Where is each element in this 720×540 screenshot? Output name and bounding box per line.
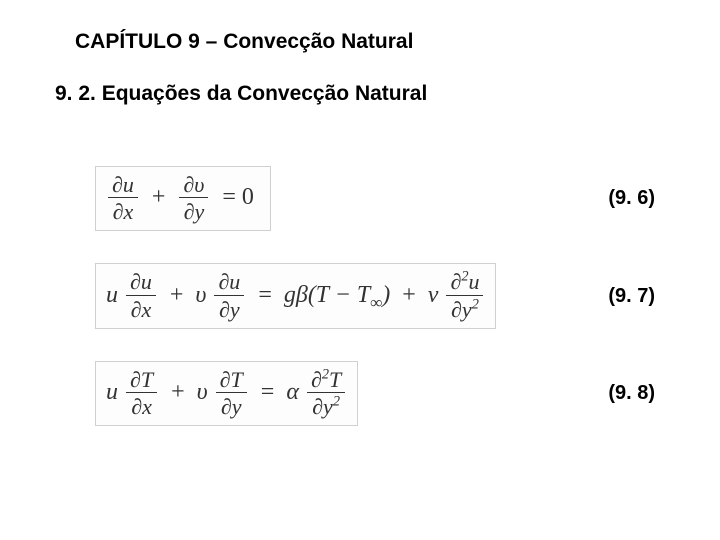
var-alpha: α <box>286 379 299 405</box>
fraction: ∂T ∂x <box>126 368 157 419</box>
frac-den: ∂x <box>108 198 138 224</box>
plus-operator: + <box>164 282 190 308</box>
fraction: ∂u ∂x <box>108 173 138 224</box>
chapter-title: CAPÍTULO 9 – Convecção Natural <box>75 30 665 54</box>
partial-y: ∂y <box>451 297 472 322</box>
frac-den: ∂y <box>214 296 244 322</box>
frac-den: ∂y2 <box>446 296 483 322</box>
equations-block: ∂u ∂x + ∂υ ∂y = 0 (9. 6) u <box>55 166 665 426</box>
equation-row: ∂u ∂x + ∂υ ∂y = 0 (9. 6) <box>95 166 655 231</box>
frac-den: ∂x <box>126 296 156 322</box>
frac-num: ∂T <box>126 368 157 393</box>
superscript: 2 <box>472 296 479 312</box>
superscript: 2 <box>333 394 340 410</box>
frac-num: ∂υ <box>179 173 208 198</box>
superscript: 2 <box>322 366 329 382</box>
fraction: ∂u ∂y <box>214 270 244 321</box>
frac-num: ∂u <box>214 270 244 295</box>
page: CAPÍTULO 9 – Convecção Natural 9. 2. Equ… <box>0 0 720 540</box>
partial: ∂ <box>311 367 322 392</box>
subscript-infinity: ∞ <box>370 292 382 311</box>
frac-num: ∂2T <box>307 368 345 393</box>
equation-row: u ∂T ∂x + υ ∂T ∂y = α ∂2T <box>95 361 655 426</box>
var-v: υ <box>197 379 208 405</box>
frac-num: ∂u <box>126 270 156 295</box>
equation-box: u ∂u ∂x + υ ∂u ∂y = gβ(T − T∞) + <box>95 263 496 328</box>
equation-box: ∂u ∂x + ∂υ ∂y = 0 <box>95 166 271 231</box>
var-v: υ <box>195 282 206 308</box>
var-u: u <box>106 282 118 308</box>
plus-operator: + <box>146 184 172 210</box>
equals: = <box>255 379 281 405</box>
var-u: u <box>106 379 118 405</box>
frac-den: ∂x <box>126 393 157 419</box>
equation-9-6: ∂u ∂x + ∂υ ∂y = 0 <box>106 184 260 210</box>
frac-num: ∂T <box>216 368 247 393</box>
frac-den: ∂y <box>179 198 208 224</box>
frac-den: ∂y2 <box>307 393 345 419</box>
equation-number: (9. 8) <box>608 382 655 405</box>
frac-num: ∂u <box>108 173 138 198</box>
var: u <box>468 269 479 294</box>
equation-box: u ∂T ∂x + υ ∂T ∂y = α ∂2T <box>95 361 358 426</box>
fraction: ∂2T ∂y2 <box>307 368 345 419</box>
equals: = 0 <box>216 184 260 210</box>
equation-row: u ∂u ∂x + υ ∂u ∂y = gβ(T − T∞) + <box>95 263 655 328</box>
text: ) <box>382 282 390 308</box>
equation-number: (9. 6) <box>608 187 655 210</box>
var: T <box>329 367 341 392</box>
fraction: ∂υ ∂y <box>179 173 208 224</box>
equals: = <box>252 282 278 308</box>
text: gβ(T − T <box>284 282 370 308</box>
plus-operator: + <box>396 282 422 308</box>
frac-num: ∂2u <box>446 270 483 295</box>
equation-9-7: u ∂u ∂x + υ ∂u ∂y = gβ(T − T∞) + <box>106 282 485 308</box>
var-nu: ν <box>428 282 439 308</box>
partial: ∂ <box>450 269 461 294</box>
frac-den: ∂y <box>216 393 247 419</box>
equation-number: (9. 7) <box>608 285 655 308</box>
rhs-gbeta: gβ(T − T∞) <box>284 282 396 308</box>
partial-y: ∂y <box>312 394 333 419</box>
fraction: ∂u ∂x <box>126 270 156 321</box>
section-title: 9. 2. Equações da Convecção Natural <box>55 82 665 106</box>
fraction: ∂T ∂y <box>216 368 247 419</box>
equation-9-8: u ∂T ∂x + υ ∂T ∂y = α ∂2T <box>106 379 347 405</box>
plus-operator: + <box>165 379 191 405</box>
fraction: ∂2u ∂y2 <box>446 270 483 321</box>
